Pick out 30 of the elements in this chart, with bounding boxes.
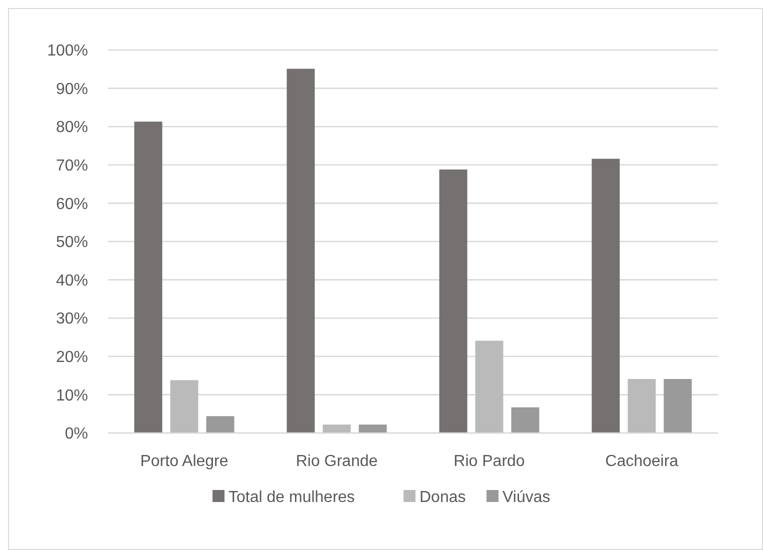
bar xyxy=(206,416,234,433)
y-tick-label: 100% xyxy=(47,42,88,60)
bar xyxy=(511,407,540,433)
y-tick-label: 70% xyxy=(56,158,88,174)
y-tick-label: 90% xyxy=(56,80,88,98)
y-tick-label: 30% xyxy=(56,310,88,328)
bar xyxy=(475,340,504,433)
y-tick-label: 0% xyxy=(64,426,88,443)
bar xyxy=(439,169,468,433)
y-tick-label: 20% xyxy=(56,349,88,366)
legend-label: Viúvas xyxy=(502,489,550,506)
bar xyxy=(358,424,387,433)
bar xyxy=(664,378,692,433)
legend-label: Total de mulheres xyxy=(228,489,355,506)
x-tick-label: Rio Grande xyxy=(296,453,378,470)
bar xyxy=(286,68,315,433)
y-tick-label: 80% xyxy=(56,119,88,136)
y-tick-label: 50% xyxy=(56,234,88,252)
bar xyxy=(628,378,656,433)
x-tick-label: Cachoeira xyxy=(605,453,678,470)
bar xyxy=(134,122,162,433)
bar xyxy=(592,158,620,433)
y-tick-label: 40% xyxy=(56,272,88,290)
bar xyxy=(322,424,351,433)
x-tick-label: Rio Pardo xyxy=(454,453,525,470)
y-tick-label: 60% xyxy=(56,196,88,213)
bar xyxy=(170,380,198,433)
y-tick-label: 10% xyxy=(56,387,88,404)
x-tick-label: Porto Alegre xyxy=(140,453,228,470)
legend-label: Donas xyxy=(420,489,466,506)
